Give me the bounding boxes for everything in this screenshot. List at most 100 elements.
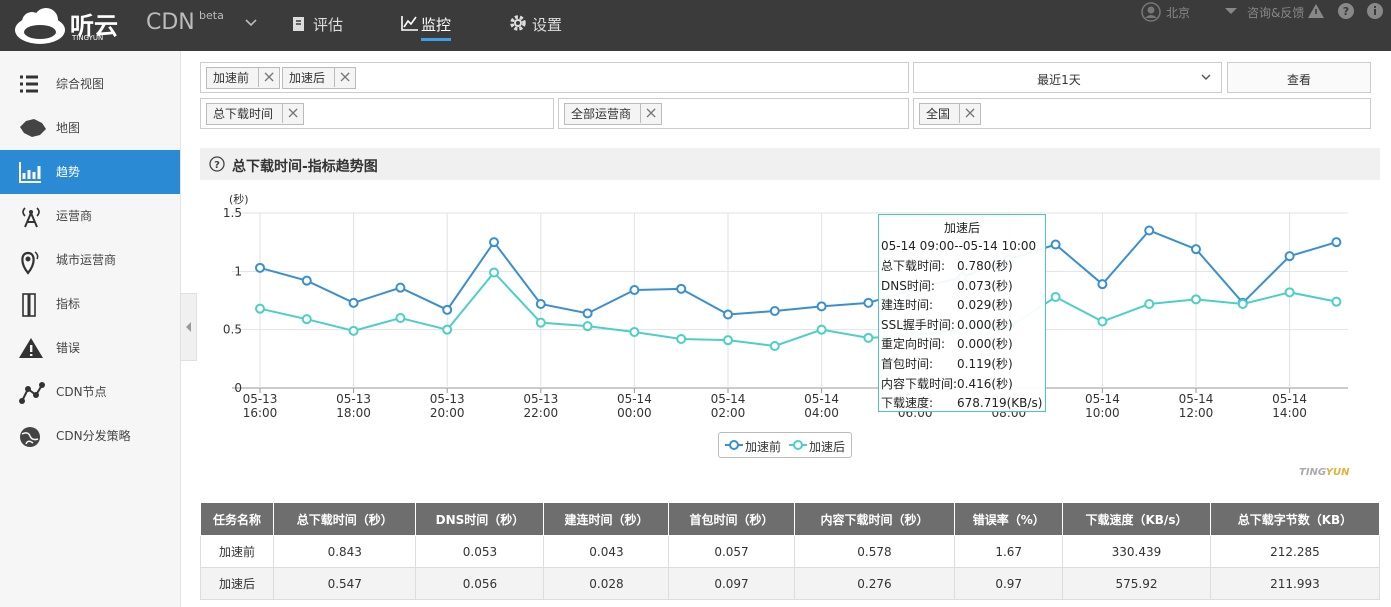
data-point — [1050, 292, 1061, 302]
tooltip-row: SSL握手时间: 0.000(秒) — [881, 316, 1013, 334]
period-select[interactable]: 最近1天 — [913, 62, 1222, 93]
select-caret — [1201, 74, 1211, 80]
sidebar-item[interactable]: 运营商 — [0, 194, 180, 238]
panel-header: ? 总下载时间-指标趋势图 — [200, 148, 1380, 180]
legend-marker — [789, 440, 807, 450]
table-header: 建连时间（秒） — [543, 502, 670, 536]
data-point — [1331, 296, 1342, 307]
sidebar-label: 地图 — [56, 121, 81, 135]
filter-tag[interactable]: 全部运营商 — [564, 103, 663, 125]
filter-tag[interactable]: 加速后 — [282, 67, 357, 89]
data-point — [489, 237, 499, 248]
data-point — [1191, 294, 1201, 305]
filter-tag[interactable]: 全国 — [919, 103, 982, 125]
sidebar-item[interactable]: 指标 — [0, 282, 180, 326]
table-header: 总下载字节数（KB） — [1209, 502, 1381, 536]
data-point — [1144, 225, 1155, 236]
version-filter[interactable]: 加速前 加速后 — [200, 62, 909, 93]
data-point — [395, 313, 406, 323]
sidebar-label: 城市运营商 — [56, 253, 117, 267]
data-point — [582, 308, 593, 319]
data-point — [676, 334, 687, 344]
sidebar-item[interactable]: CDN节点 — [0, 370, 180, 414]
metric-filter[interactable]: 总下载时间 — [200, 98, 554, 129]
help-icon[interactable]: ? — [209, 156, 225, 172]
data-point — [535, 317, 546, 328]
table-header: 下载速度（KB/s） — [1062, 502, 1211, 536]
table-cell: 0.053 — [415, 535, 545, 568]
carrier-filter[interactable]: 全部运营商 — [558, 98, 909, 129]
product-dropdown[interactable] — [244, 18, 258, 28]
series-line — [259, 270, 1337, 348]
sidebar-label: 综合视图 — [56, 77, 105, 91]
sidebar-label: 指标 — [56, 297, 81, 311]
feedback-link[interactable]: 咨询&反馈 — [1247, 6, 1305, 20]
icon — [22, 293, 36, 317]
stats-table: 任务名称 总下载时间（秒） DNS时间（秒） 建连时间（秒） 首包时间（秒） 内容下载时间… — [199, 502, 1381, 600]
sidebar-item[interactable]: 城市运营商 — [0, 238, 180, 282]
tooltip-row: 重定向时间: 0.000(秒) — [881, 335, 1013, 353]
sidebar-label: 运营商 — [56, 209, 93, 223]
logo-text: 听云 — [70, 12, 118, 40]
data-point — [629, 327, 640, 337]
legend-marker — [725, 440, 743, 450]
tooltip-label: 下载速度: — [881, 396, 934, 411]
data-point — [442, 304, 453, 315]
data-point — [301, 275, 312, 286]
sidebar-item[interactable]: 地图 — [0, 106, 180, 150]
sidebar-label: 错误 — [56, 341, 81, 355]
nav-item[interactable]: 评估 — [313, 16, 344, 34]
tooltip-label: 内容下载时间: — [881, 376, 958, 391]
data-point — [723, 309, 733, 320]
data-point — [769, 306, 780, 316]
tooltip-label: 建连时间: — [881, 298, 934, 313]
filter-tag[interactable]: 总下载时间 — [206, 103, 305, 125]
watermark: TINGYUN — [1299, 467, 1349, 478]
y-tick-label: 1.5 — [223, 206, 242, 220]
feedback-caret — [1225, 8, 1237, 14]
sidebar-toggle[interactable] — [180, 293, 197, 361]
sidebar-item[interactable]: 错误 — [0, 326, 180, 370]
x-tick-label: 05-13 20:00 — [429, 392, 465, 420]
tooltip-value: 0.780(秒) — [957, 259, 1013, 273]
sidebar-item[interactable]: CDN分发策略 — [0, 414, 180, 458]
sidebar-item[interactable]: 综合视图 — [0, 62, 180, 106]
data-point — [1097, 279, 1108, 290]
x-tick-label: 05-14 00:00 — [616, 392, 652, 420]
sidebar-item[interactable]: 趋势 — [0, 150, 180, 194]
data-point — [348, 325, 359, 336]
filter-tag[interactable]: 加速前 — [206, 67, 281, 89]
table-cell: 1.67 — [954, 535, 1064, 568]
watermark-part: YUN — [1325, 467, 1350, 478]
tooltip-label: DNS时间: — [881, 278, 935, 293]
table-cell: 0.578 — [793, 535, 956, 568]
query-button[interactable]: 查看 — [1227, 62, 1371, 93]
watermark-part: TING — [1299, 467, 1326, 478]
nav-item[interactable]: 设置 — [532, 16, 563, 34]
data-point — [255, 303, 265, 314]
svg-text:?: ? — [1343, 5, 1349, 18]
nav-item[interactable]: 监控 — [421, 14, 452, 41]
tooltip-title: 加速后 — [943, 221, 980, 235]
legend-dot — [793, 440, 803, 450]
product-name: CDN — [146, 10, 195, 35]
table-cell: 330.439 — [1062, 535, 1211, 568]
y-tick-label: 0 — [234, 381, 242, 395]
data-point — [1144, 299, 1155, 309]
location[interactable]: 北京 — [1166, 6, 1191, 20]
sidebar-label: 趋势 — [56, 165, 81, 179]
tooltip-label: 总下载时间: — [881, 259, 946, 273]
data-point — [863, 332, 874, 343]
toggle-icon — [186, 322, 191, 332]
data-point — [1050, 239, 1061, 250]
data-point — [1097, 316, 1108, 327]
period-text: 最近1天 — [1037, 73, 1081, 87]
button-text: 查看 — [1286, 73, 1311, 87]
data-point — [816, 301, 827, 312]
header-icons: ? — [1308, 3, 1383, 19]
data-point — [442, 324, 453, 335]
region-filter[interactable]: 全国 — [913, 98, 1371, 129]
icon — [19, 162, 41, 183]
icon — [20, 75, 38, 93]
svg-text:?: ? — [214, 160, 220, 171]
